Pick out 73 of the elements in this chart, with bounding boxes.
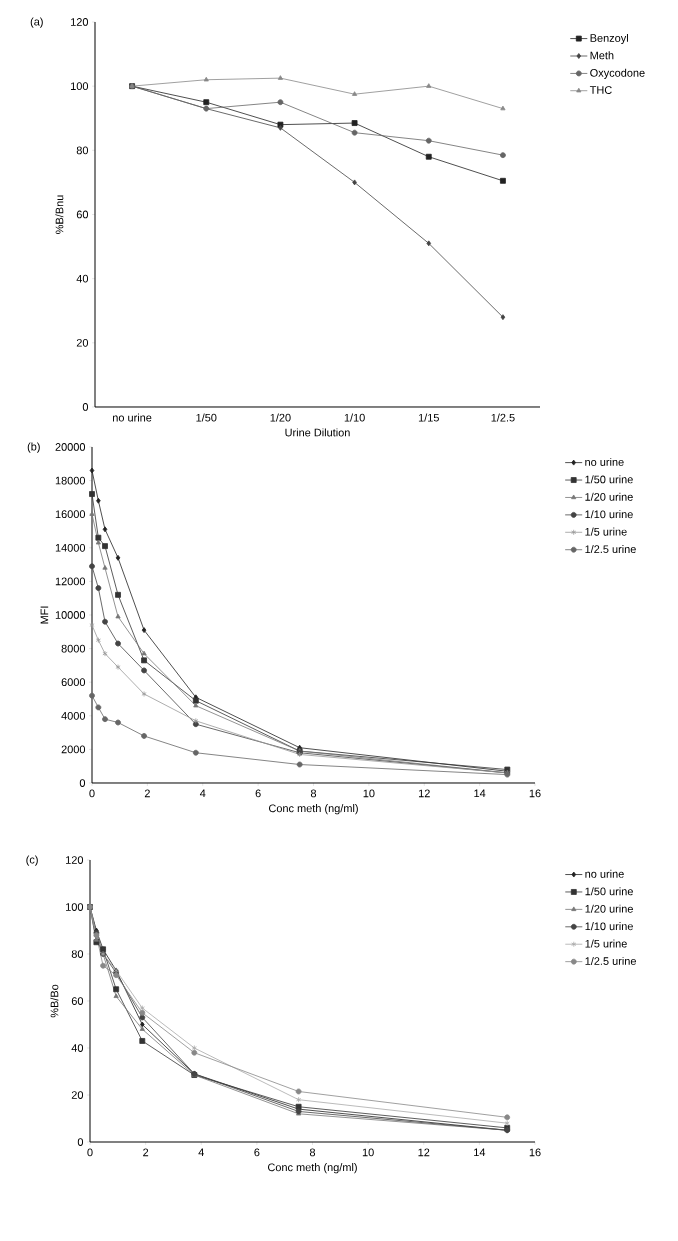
y-axis-title: MFI — [40, 606, 49, 624]
x-tick-label: 10 — [363, 789, 375, 798]
y-tick-label: 14000 — [55, 543, 86, 552]
y-axis-title: %B/Bnu — [55, 195, 64, 234]
y-tick-label: 8000 — [61, 644, 86, 653]
y-axis-title: %B/Bo — [50, 984, 59, 1018]
legend-label: 1/50 urine — [585, 887, 633, 896]
legend-label: 1/10 urine — [585, 922, 633, 931]
x-tick-label: 1/2.5 — [491, 413, 515, 422]
x-axis-title: Conc meth (ng/ml) — [268, 1163, 357, 1174]
y-tick-label: 4000 — [61, 711, 86, 720]
y-tick-label: 6000 — [61, 678, 86, 687]
x-tick-label: 8 — [310, 789, 317, 798]
x-axis-title: Urine Dilution — [285, 428, 350, 437]
x-tick-label: 6 — [255, 789, 261, 798]
y-tick-label: 40 — [76, 274, 89, 283]
x-tick-label: 1/15 — [418, 413, 439, 422]
legend-label: 1/5 urine — [585, 527, 627, 536]
y-tick-label: 80 — [76, 146, 89, 155]
legend-label: no urine — [585, 457, 624, 466]
x-tick-label: 1/50 — [196, 413, 217, 422]
chart-title: (b) — [27, 442, 40, 453]
x-tick-label: no urine — [113, 413, 152, 422]
chart-title: (c) — [26, 855, 38, 866]
y-tick-label: 100 — [71, 82, 89, 91]
y-tick-label: 16000 — [55, 510, 86, 519]
x-tick-label: 16 — [529, 1148, 541, 1157]
x-tick-label: 14 — [474, 789, 486, 798]
y-tick-label: 120 — [71, 18, 89, 26]
x-tick-label: 14 — [474, 1148, 486, 1157]
legend-label: Meth — [590, 51, 614, 60]
legend-label: no urine — [585, 869, 624, 878]
y-tick-label: 40 — [71, 1044, 84, 1052]
x-tick-label: 1/20 — [270, 413, 291, 422]
y-tick-label: 10000 — [55, 611, 86, 619]
y-tick-label: 60 — [76, 210, 89, 219]
x-tick-label: 6 — [254, 1148, 260, 1157]
legend-label: 1/2.5 urine — [585, 545, 636, 554]
y-tick-label: 0 — [79, 779, 86, 787]
x-tick-label: 4 — [199, 789, 206, 798]
legend-label: Oxycodone — [590, 68, 645, 79]
legend-label: Benzoyl — [590, 33, 628, 45]
x-tick-label: 1/10 — [344, 413, 365, 422]
y-tick-label: 0 — [82, 403, 89, 411]
y-tick-label: 120 — [66, 856, 84, 864]
y-tick-label: 20000 — [55, 443, 86, 451]
legend-label: 1/20 urine — [585, 904, 633, 913]
x-tick-label: 10 — [362, 1148, 374, 1157]
y-tick-label: 20 — [76, 338, 89, 347]
legend-label: 1/10 urine — [585, 510, 633, 519]
x-tick-label: 0 — [89, 789, 95, 798]
legend-label: THC — [589, 86, 612, 94]
x-tick-label: 16 — [529, 789, 541, 798]
legend-label: 1/50 urine — [585, 475, 633, 484]
y-tick-label: 100 — [66, 903, 84, 911]
x-tick-label: 2 — [143, 1148, 149, 1157]
legend-label: 1/2.5 urine — [585, 956, 636, 965]
y-tick-label: 12000 — [55, 577, 86, 586]
y-tick-label: 60 — [71, 997, 84, 1005]
chart-title: (a) — [30, 17, 43, 28]
x-tick-label: 8 — [309, 1148, 316, 1157]
x-tick-label: 4 — [198, 1148, 204, 1157]
y-tick-label: 18000 — [55, 476, 86, 485]
x-tick-label: 12 — [418, 1148, 430, 1157]
y-tick-label: 20 — [71, 1091, 84, 1099]
y-tick-label: 2000 — [61, 745, 86, 754]
legend-label: 1/5 urine — [585, 939, 627, 948]
y-tick-label: 0 — [77, 1138, 84, 1146]
x-tick-label: 2 — [144, 789, 150, 798]
legend-label: 1/20 urine — [585, 492, 633, 501]
x-axis-title: Conc meth (ng/ml) — [269, 804, 358, 815]
y-tick-label: 80 — [71, 950, 84, 958]
x-tick-label: 12 — [418, 789, 430, 798]
